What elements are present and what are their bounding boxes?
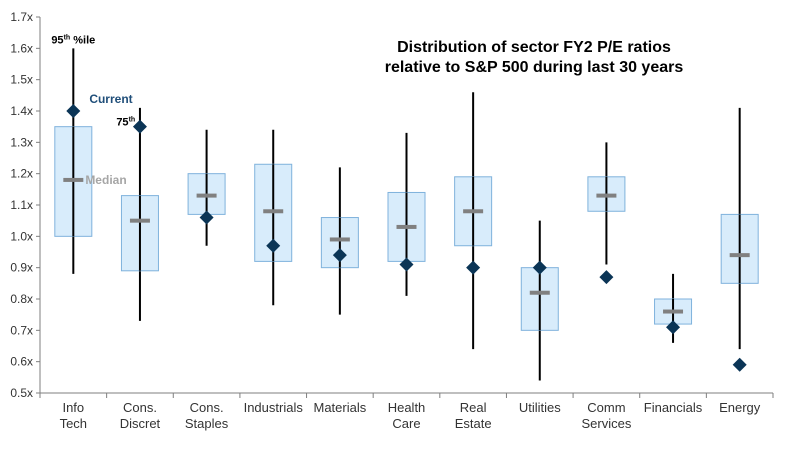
- median-marker: [396, 224, 417, 229]
- current-marker: [732, 357, 747, 372]
- y-tick-label: 0.9x: [10, 261, 33, 275]
- current-marker: [66, 104, 81, 118]
- sector-box-10: [720, 107, 759, 372]
- current-marker: [599, 270, 614, 285]
- y-tick-label: 0.7x: [10, 323, 33, 337]
- y-tick-label: 0.8x: [10, 292, 33, 306]
- x-category-label: Staples: [185, 416, 229, 431]
- y-tick-label: 1.0x: [10, 229, 33, 243]
- sector-box-5: [387, 132, 426, 296]
- box-layer: [54, 48, 759, 381]
- x-category-label: Services: [581, 416, 631, 431]
- x-category-label: Industrials: [244, 400, 304, 415]
- current-marker: [266, 238, 281, 253]
- x-category-label: Real: [460, 400, 487, 415]
- annotation-current: Current: [89, 92, 132, 106]
- sector-box-0: [54, 48, 93, 274]
- y-tick-label: 1.6x: [10, 41, 33, 55]
- median-marker: [596, 193, 617, 198]
- x-category-label: Materials: [313, 400, 366, 415]
- median-marker: [663, 309, 684, 314]
- x-category-label: Health: [388, 400, 426, 415]
- annotation-p75: 75th: [116, 117, 135, 129]
- current-marker: [199, 210, 214, 225]
- y-tick-label: 0.5x: [10, 386, 33, 400]
- median-marker: [196, 193, 217, 198]
- annotation-median: Median: [85, 173, 126, 187]
- median-marker: [463, 209, 484, 214]
- sector-box-8: [587, 142, 626, 285]
- current-marker: [332, 248, 347, 263]
- annotation-p95: 95th %ile: [51, 34, 95, 46]
- sector-box-7: [520, 220, 559, 381]
- y-tick-label: 1.3x: [10, 135, 33, 149]
- label-layer: InfoTechCons.DiscretCons.StaplesIndustri…: [51, 34, 760, 431]
- median-marker: [263, 209, 284, 214]
- sector-box-4: [320, 167, 359, 315]
- x-category-label: Comm: [587, 400, 625, 415]
- y-tick-label: 1.1x: [10, 198, 33, 212]
- y-tick-label: 1.5x: [10, 73, 33, 87]
- y-tick-label: 1.2x: [10, 167, 33, 181]
- current-marker: [466, 260, 481, 275]
- x-category-label: Cons.: [190, 400, 224, 415]
- x-category-label: Tech: [60, 416, 87, 431]
- y-tick-label: 0.6x: [10, 355, 33, 369]
- x-category-label: Estate: [455, 416, 492, 431]
- y-tick-label: 1.4x: [10, 104, 33, 118]
- current-marker: [532, 260, 547, 275]
- sector-box-1: [120, 107, 159, 321]
- median-marker: [329, 237, 350, 242]
- x-category-label: Financials: [644, 400, 703, 415]
- sector-box-3: [254, 129, 293, 306]
- median-marker: [129, 218, 150, 223]
- x-category-label: Energy: [719, 400, 761, 415]
- current-marker: [666, 320, 681, 335]
- sector-box-6: [454, 92, 493, 350]
- x-category-label: Utilities: [519, 400, 561, 415]
- median-marker: [63, 177, 84, 182]
- current-marker: [132, 119, 147, 134]
- x-category-label: Discret: [120, 416, 161, 431]
- chart-title-line-1: Distribution of sector FY2 P/E ratios: [397, 39, 671, 56]
- sector-box-2: [187, 129, 226, 246]
- y-tick-label: 1.7x: [10, 10, 33, 24]
- x-category-label: Cons.: [123, 400, 157, 415]
- x-category-label: Care: [392, 416, 420, 431]
- sector-box-9: [654, 273, 693, 343]
- median-marker: [529, 290, 550, 295]
- median-marker: [729, 253, 750, 258]
- chart-title-line-2: relative to S&P 500 during last 30 years: [385, 59, 684, 76]
- x-category-label: Info: [62, 400, 84, 415]
- current-marker: [399, 257, 414, 272]
- axis-layer: 0.5x 0.6x 0.7x 0.8x 0.9x 1.0x 1.1x 1.2x 1.3x 1.4x…: [10, 10, 774, 400]
